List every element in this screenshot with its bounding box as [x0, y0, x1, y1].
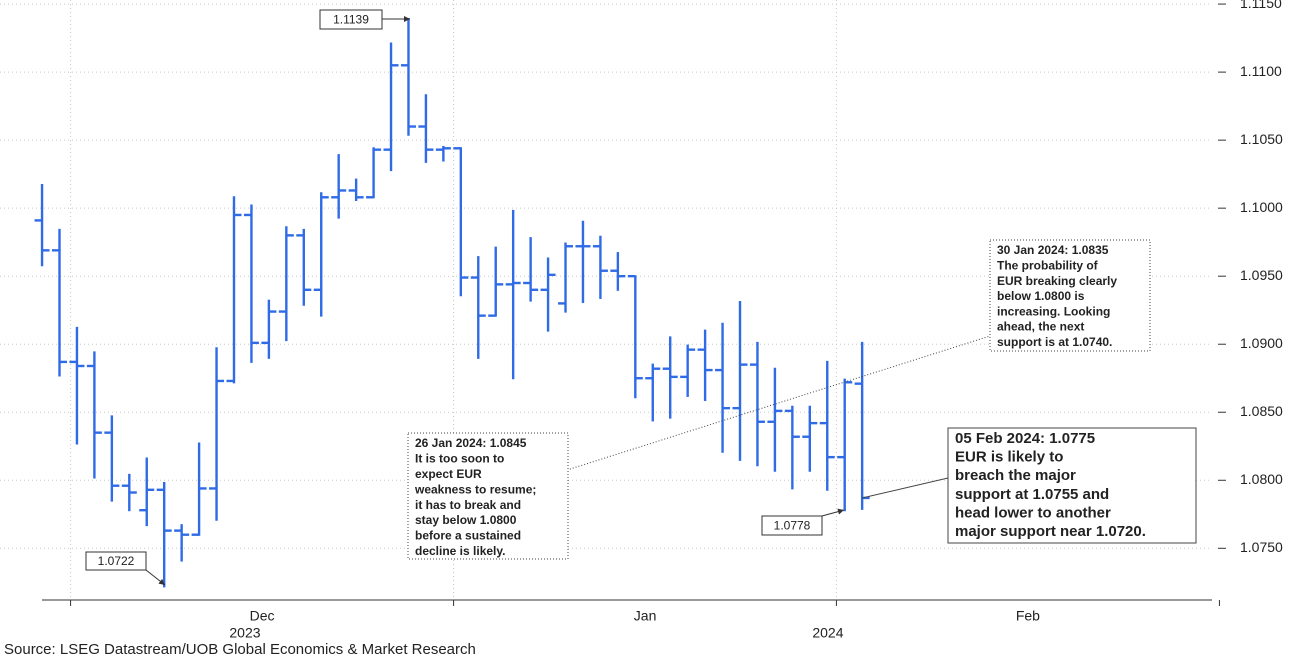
annotation-text: major support near 1.0720.	[955, 523, 1146, 540]
annotation-text: it has to break and	[415, 498, 521, 512]
year-label: 2024	[812, 625, 843, 641]
x-tick-label: Feb	[1016, 608, 1040, 624]
arrow-head	[837, 508, 844, 515]
annotation-text: head lower to another	[955, 504, 1111, 521]
annotation-text: It is too soon to	[415, 452, 504, 466]
annotation-text: support is at 1.0740.	[997, 335, 1112, 349]
annotation-text: ahead, the next	[997, 320, 1084, 334]
annotation-text: 05 Feb 2024: 1.0775	[955, 430, 1095, 447]
annotation-box	[989, 239, 1151, 352]
x-tick-label: Dec	[250, 608, 275, 624]
annotation-text: support at 1.0755 and	[955, 486, 1109, 503]
annotation-text: before a sustained	[415, 529, 521, 543]
annotation-text: 26 Jan 2024: 1.0845	[415, 436, 527, 450]
annotation-text: decline is likely.	[415, 544, 506, 558]
annotation-text: stay below 1.0800	[415, 513, 517, 527]
annotation-box	[947, 427, 1197, 544]
annotation-text: 30 Jan 2024: 1.0835	[997, 243, 1109, 257]
arrow-head	[404, 16, 410, 22]
y-tick-label: 1.1050	[1240, 131, 1283, 147]
y-tick-label: 1.1000	[1240, 199, 1283, 215]
y-tick-label: 1.0900	[1240, 335, 1283, 351]
point-label: 1.0778	[774, 519, 811, 533]
annotation-text: expect EUR	[415, 467, 482, 481]
y-tick-label: 1.0750	[1240, 539, 1283, 555]
annotation-line	[861, 477, 949, 499]
source-note: Source: LSEG Datastream/UOB Global Econo…	[4, 641, 476, 658]
x-tick-label: Jan	[634, 608, 657, 624]
label-box	[319, 9, 383, 30]
y-tick-label: 1.0800	[1240, 471, 1283, 487]
label-box	[761, 515, 823, 536]
annotation-text: The probability of	[997, 258, 1099, 272]
annotation-text: EUR is likely to	[955, 449, 1063, 466]
annotation-text: below 1.0800 is	[997, 289, 1085, 303]
year-label: 2023	[229, 625, 260, 641]
annotation-box	[407, 432, 569, 560]
y-tick-label: 1.0950	[1240, 267, 1283, 283]
annotation-line	[566, 335, 991, 471]
arrow-head	[158, 578, 165, 585]
annotation-text: breach the major	[955, 467, 1076, 484]
y-tick-label: 1.0850	[1240, 403, 1283, 419]
label-box	[85, 551, 147, 571]
annotation-text: weakness to resume;	[414, 482, 536, 496]
y-tick-label: 1.1150	[1240, 0, 1282, 11]
annotation-text: EUR breaking clearly	[997, 274, 1117, 288]
y-tick-label: 1.1100	[1240, 63, 1282, 79]
point-label: 1.1139	[333, 13, 369, 27]
annotation-text: increasing. Looking	[997, 304, 1110, 318]
point-label: 1.0722	[98, 554, 135, 568]
